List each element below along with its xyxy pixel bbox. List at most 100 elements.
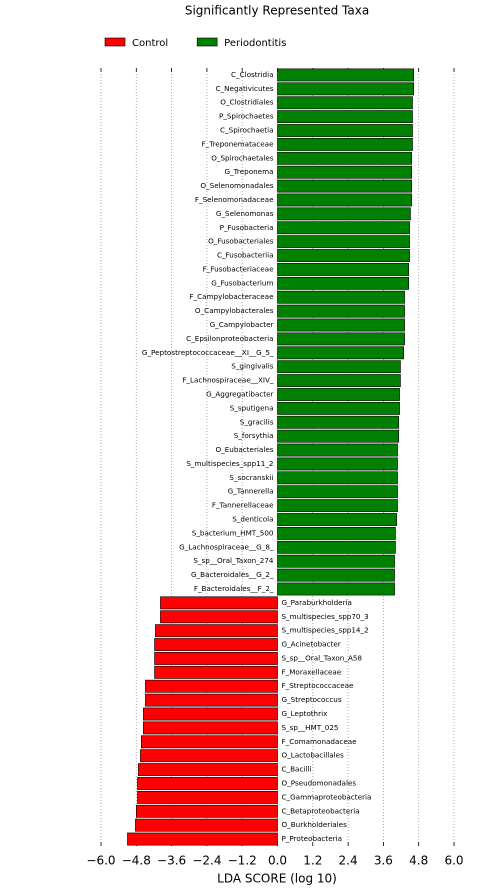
bar-label: G_Bacteroidales__G_2_ [191,570,274,579]
bar [277,193,412,207]
bar-label: O_Selenomonadales [200,181,273,190]
bar-label: G_Aggregatibacter [206,389,273,398]
bar-label: O_Burkholderiales [282,820,348,829]
bar [277,346,404,360]
bar [277,165,412,179]
bar [277,471,398,485]
bar-label: O_Fusobacteriales [208,237,274,246]
bar-label: F_Tannerellaceae [212,501,274,510]
bar-label: S_gracilis [240,417,274,426]
legend-label: Periodontitis [224,38,286,49]
bar [277,429,399,443]
bar-label: C_Gammaproteobacteria [282,792,372,801]
bar [277,96,413,110]
bar [277,221,410,235]
bar-label: G_Leptothrix [282,709,329,718]
bar [135,818,278,832]
bar-label: S_multispecies_spp14_2 [282,626,369,635]
x-tick-label: 3.6 [374,854,393,868]
bar-label: O_Clostridiales [220,98,274,107]
bar-label: S_socranskii [229,473,273,482]
bar [160,596,278,610]
bar [277,110,413,124]
bar-label: S_denticola [232,515,273,524]
bar-label: P_Spirochaetes [219,112,274,121]
bar-label: C_Betaproteobacteria [282,806,360,815]
bar [277,318,405,332]
bar [137,777,278,790]
bar-label: G_Campylobacter [210,320,274,329]
bar [277,68,414,82]
bar [277,540,396,554]
bar-label: F_Treponemataceae [201,139,274,148]
x-tick-label: 1.2 [303,854,322,868]
bar-label: G_Paraburkholderia [282,598,352,607]
bar-label: G_Acinetobacter [282,640,341,649]
bar-label: G_Peptostreptococcaceae__XI__G_5_ [142,348,274,357]
x-tick-label: −1.2 [228,854,257,868]
bar [277,499,398,513]
bar [138,763,278,777]
bar-label: O_Pseudomonadales [282,778,357,787]
x-tick-label: −3.6 [157,854,186,868]
bar-label: S_sp__Oral_Taxon_A58 [282,653,363,662]
bar [277,249,410,262]
bar-label: S_sputigena [230,403,274,412]
bar-label: G_Treponema [224,167,273,176]
bar [145,693,278,707]
x-tick-label: 2.4 [339,854,358,868]
bar [143,721,278,735]
bar-label: P_Fusobacteria [220,223,274,232]
bar-label: C_Negativicutes [216,84,274,93]
bar-label: F_Selenomonadaceae [195,195,274,204]
bar-label: S_multispecies_spp70_3 [282,612,369,621]
x-tick-label: −4.8 [122,854,151,868]
bar [277,374,401,388]
bar [277,485,398,499]
bar-label: F_Comamonadaceae [282,737,358,746]
bar [277,82,414,96]
bar [277,124,413,137]
bar-label: P_Proteobacteria [282,834,342,843]
bar [137,790,278,804]
bar [277,388,400,401]
bar [160,610,278,624]
bar-label: F_Moraxellaceae [282,667,342,676]
bar [140,749,278,763]
bar-label: O_Lactobacillales [282,751,345,760]
legend-label: Control [132,38,168,49]
bar [277,554,395,568]
bar-label: F_Bacteroidales__F_2_ [194,584,274,593]
bar-label: O_Campylobacterales [195,306,274,315]
chart-title: Significantly Represented Taxa [185,4,369,18]
legend-swatch [104,37,126,47]
x-tick-label: −2.4 [192,854,221,868]
bar-label: S_forsythia [234,431,274,440]
bar [145,679,278,693]
x-tick-label: 4.8 [409,854,428,868]
bar [277,513,397,526]
bar-label: S_gingivalis [231,362,273,371]
bar-label: C_Epsilonproteobacteria [186,334,273,343]
x-axis-label: LDA SCORE (log 10) [217,872,337,886]
bar [136,804,278,818]
bar [277,276,409,290]
bar [277,443,398,457]
bar-label: S_bacterium_HMT_500 [192,528,274,537]
bar [277,151,412,165]
bar [277,457,398,471]
bar [277,235,410,249]
bar-label: C_Spirochaetia [220,126,273,135]
bar-label: C_Fusobacteriia [217,251,274,260]
bar [154,652,278,665]
bar [143,707,278,721]
bar-label: O_Spirochaetales [211,153,274,162]
bar [277,137,413,151]
x-tick-label: 0.0 [268,854,287,868]
bar-label: C_Bacilli [282,765,312,774]
bar-label: G_Fusobacterium [211,278,273,287]
bar-label: F_Fusobacteriaceae [203,264,274,273]
bar-label: F_Streptococcaceae [282,681,355,690]
